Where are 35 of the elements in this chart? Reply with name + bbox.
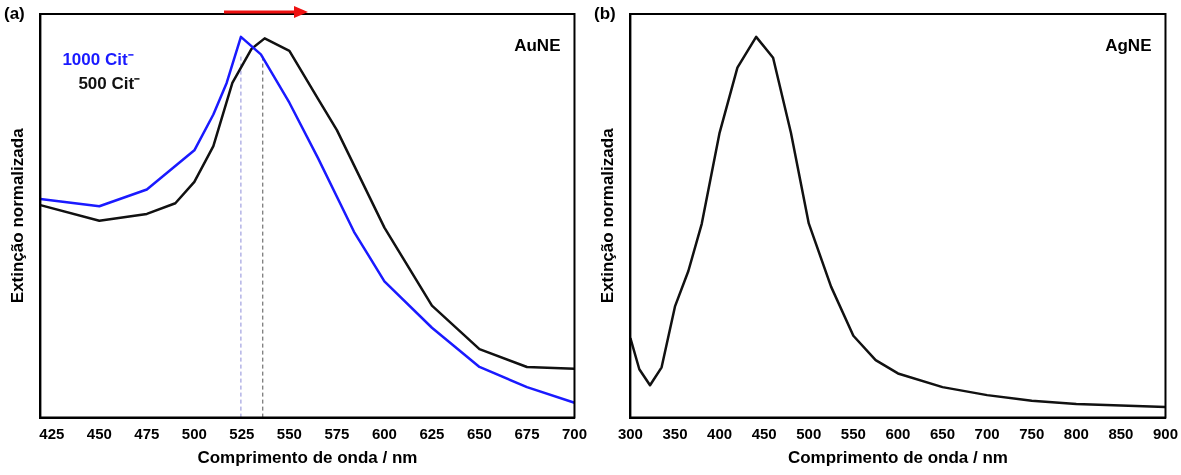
x-tick-label: 550 bbox=[276, 424, 302, 442]
x-tick-label: 850 bbox=[1108, 424, 1134, 442]
x-tick-label: 550 bbox=[840, 424, 866, 442]
x-tick-label: 575 bbox=[324, 424, 350, 442]
y-axis-title: Extinção normalizada bbox=[597, 127, 617, 304]
x-tick-label: 500 bbox=[181, 424, 207, 442]
x-tick-label: 625 bbox=[419, 424, 445, 442]
text: 1000 Cit⁻ bbox=[62, 49, 134, 69]
x-tick-label: 750 bbox=[1019, 424, 1045, 442]
x-tick-label: 525 bbox=[229, 424, 255, 442]
x-axis-title: Comprimento de onda / nm bbox=[787, 448, 1008, 468]
x-tick-label: 450 bbox=[751, 424, 777, 442]
x-tick-label: 675 bbox=[514, 424, 540, 442]
x-tick-label: 650 bbox=[930, 424, 956, 442]
x-axis-title: Comprimento de onda / nm bbox=[197, 448, 418, 468]
annotation: AuNE bbox=[514, 35, 561, 55]
x-tick-label: 700 bbox=[974, 424, 1000, 442]
x-tick-label: 475 bbox=[134, 424, 160, 442]
annotation: AgNE bbox=[1105, 35, 1152, 55]
y-axis-title: Extinção normalizada bbox=[7, 127, 27, 304]
x-tick-label: 600 bbox=[371, 424, 397, 442]
x-tick-label: 800 bbox=[1063, 424, 1089, 442]
text: 500 Cit⁻ bbox=[78, 73, 141, 93]
x-tick-label: 350 bbox=[662, 424, 688, 442]
x-tick-label: 650 bbox=[466, 424, 492, 442]
text: (a) bbox=[4, 3, 25, 23]
x-tick-label: 700 bbox=[561, 424, 587, 442]
text: (b) bbox=[594, 3, 616, 23]
x-tick-label: 900 bbox=[1152, 424, 1178, 442]
x-tick-label: 500 bbox=[796, 424, 822, 442]
x-tick-label: 425 bbox=[39, 424, 65, 442]
x-tick-label: 600 bbox=[885, 424, 911, 442]
x-tick-label: 400 bbox=[707, 424, 733, 442]
x-tick-label: 300 bbox=[617, 424, 643, 442]
x-tick-label: 450 bbox=[86, 424, 112, 442]
